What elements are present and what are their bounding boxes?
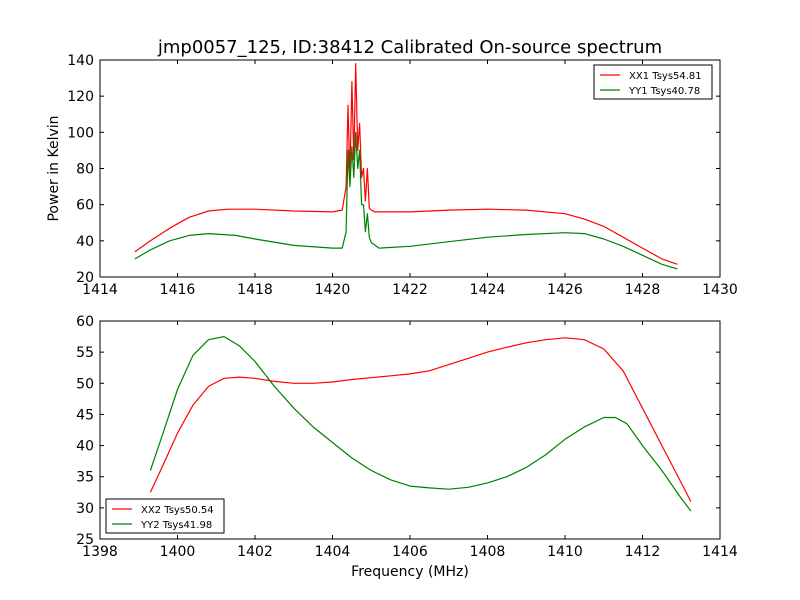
x-tick-label: 1406 <box>392 544 428 560</box>
x-tick-label: 1430 <box>702 282 738 298</box>
y-tick-label: 140 <box>67 53 94 69</box>
y-tick-label: 30 <box>76 501 94 517</box>
x-tick-label: 1402 <box>237 544 273 560</box>
x-tick-label: 1404 <box>315 544 351 560</box>
x-tick-label: 1428 <box>625 282 661 298</box>
x-tick-label: 1414 <box>82 282 118 298</box>
x-tick-label: 1424 <box>470 282 506 298</box>
y-tick-label: 40 <box>76 234 94 250</box>
series-line-2 <box>134 131 678 270</box>
series-line-1 <box>134 62 678 265</box>
x-tick-label: 1414 <box>702 544 738 560</box>
y-tick-label: 60 <box>76 198 94 214</box>
y-tick-label: 20 <box>76 270 94 286</box>
x-tick-label: 1398 <box>82 544 118 560</box>
y-tick-label: 120 <box>67 89 94 105</box>
y-tick-label: 25 <box>76 532 94 548</box>
y-tick-label: 80 <box>76 162 94 178</box>
series-line-2 <box>149 336 692 512</box>
y-tick-label: 40 <box>76 439 94 455</box>
y-axis-label: Power in Kelvin <box>46 115 62 221</box>
legend-label-2: YY1 Tsys40.78 <box>628 86 700 97</box>
chart-title: jmp0057_125, ID:38412 Calibrated On-sour… <box>157 37 662 58</box>
series-line-1 <box>149 337 692 502</box>
x-tick-label: 1422 <box>392 282 428 298</box>
x-tick-label: 1416 <box>160 282 196 298</box>
y-tick-label: 45 <box>76 407 94 423</box>
legend-label-1: XX2 Tsys50.54 <box>141 505 214 516</box>
legend-box <box>105 498 225 534</box>
legend: XX1 Tsys54.81 YY1 Tsys40.78 <box>593 64 713 100</box>
bottom-spectrum-panel: 1398 1400 1402 1404 1406 1408 1410 1412 1414 25 30… <box>76 314 738 580</box>
y-tick-label: 100 <box>67 125 94 141</box>
y-tick-label: 60 <box>76 314 94 330</box>
x-tick-label: 1410 <box>547 544 583 560</box>
legend: XX2 Tsys50.54 YY2 Tsys41.98 <box>105 498 225 534</box>
x-tick-label: 1426 <box>547 282 583 298</box>
x-tick-label: 1408 <box>470 544 506 560</box>
x-tick-label: 1412 <box>625 544 661 560</box>
x-tick-label: 1418 <box>237 282 273 298</box>
y-tick-label: 35 <box>76 470 94 486</box>
x-tick-label: 1420 <box>315 282 351 298</box>
y-tick-label: 50 <box>76 376 94 392</box>
x-tick-label: 1400 <box>160 544 196 560</box>
y-tick-label: 55 <box>76 345 94 361</box>
top-spectrum-panel: 1414 1416 1418 1420 1422 1424 1426 1428 1430 20 40… <box>46 53 738 298</box>
x-axis-label: Frequency (MHz) <box>351 564 469 580</box>
legend-box <box>593 64 713 100</box>
legend-label-2: YY2 Tsys41.98 <box>140 520 212 531</box>
legend-label-1: XX1 Tsys54.81 <box>629 71 702 82</box>
